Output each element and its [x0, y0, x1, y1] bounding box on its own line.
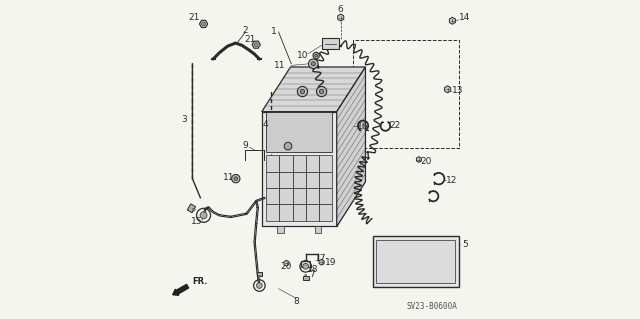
Text: 20: 20: [281, 262, 292, 271]
Polygon shape: [252, 41, 260, 48]
Text: 13: 13: [452, 86, 464, 95]
Polygon shape: [280, 155, 292, 172]
Polygon shape: [315, 226, 321, 233]
Text: 15: 15: [191, 217, 203, 226]
Text: SV23-B0600A: SV23-B0600A: [406, 302, 457, 311]
Text: 2: 2: [242, 26, 248, 35]
Polygon shape: [306, 155, 319, 172]
Text: 10: 10: [297, 51, 308, 60]
Circle shape: [254, 43, 258, 47]
Polygon shape: [188, 204, 196, 213]
Polygon shape: [266, 172, 280, 188]
Text: 1: 1: [271, 27, 276, 36]
Circle shape: [305, 274, 307, 277]
Text: 21: 21: [244, 35, 255, 44]
Text: 11: 11: [223, 173, 235, 182]
Text: 19: 19: [324, 258, 336, 267]
Text: 16: 16: [357, 122, 369, 130]
Text: 9: 9: [242, 141, 248, 150]
Polygon shape: [292, 155, 306, 172]
Polygon shape: [303, 276, 308, 280]
Text: 21: 21: [188, 13, 200, 22]
Text: 11: 11: [275, 61, 286, 70]
Polygon shape: [292, 172, 306, 188]
Text: 3: 3: [182, 115, 188, 124]
Polygon shape: [376, 240, 455, 283]
Text: 12: 12: [446, 176, 458, 185]
Polygon shape: [200, 20, 208, 27]
Circle shape: [284, 142, 292, 150]
Circle shape: [300, 89, 305, 94]
Polygon shape: [266, 188, 280, 204]
Text: 17: 17: [316, 254, 326, 263]
Circle shape: [232, 174, 240, 183]
Polygon shape: [266, 112, 332, 152]
Circle shape: [193, 208, 195, 211]
Circle shape: [202, 22, 205, 26]
FancyArrow shape: [173, 284, 189, 295]
Polygon shape: [372, 236, 459, 287]
Polygon shape: [284, 260, 289, 266]
Polygon shape: [449, 17, 456, 24]
Text: 4: 4: [262, 120, 268, 129]
Polygon shape: [319, 188, 332, 204]
Polygon shape: [277, 226, 284, 233]
Circle shape: [313, 52, 319, 59]
Polygon shape: [292, 188, 306, 204]
Circle shape: [298, 86, 308, 97]
Polygon shape: [306, 188, 319, 204]
Circle shape: [311, 62, 316, 66]
Polygon shape: [262, 112, 337, 226]
Polygon shape: [319, 204, 332, 221]
Polygon shape: [321, 38, 339, 49]
Text: 14: 14: [459, 13, 470, 22]
Text: 22: 22: [390, 121, 401, 130]
Polygon shape: [306, 204, 319, 221]
Polygon shape: [306, 172, 319, 188]
Polygon shape: [319, 172, 332, 188]
Text: 20: 20: [420, 157, 432, 166]
Circle shape: [257, 283, 262, 288]
Text: 6: 6: [338, 5, 344, 14]
Circle shape: [234, 177, 237, 181]
Polygon shape: [292, 204, 306, 221]
Text: FR.: FR.: [193, 277, 208, 286]
Polygon shape: [266, 204, 280, 221]
Polygon shape: [280, 204, 292, 221]
Circle shape: [303, 263, 308, 269]
Polygon shape: [338, 14, 344, 21]
Text: 8: 8: [293, 297, 299, 306]
Polygon shape: [319, 155, 332, 172]
Circle shape: [317, 86, 326, 97]
Circle shape: [259, 275, 260, 278]
Polygon shape: [262, 67, 365, 112]
Polygon shape: [319, 259, 324, 265]
Polygon shape: [257, 272, 262, 276]
Polygon shape: [337, 67, 365, 226]
Polygon shape: [280, 188, 292, 204]
Text: 5: 5: [462, 240, 468, 249]
Polygon shape: [445, 86, 451, 93]
Polygon shape: [417, 157, 421, 162]
Circle shape: [200, 212, 207, 219]
Circle shape: [308, 59, 318, 69]
Text: 18: 18: [307, 265, 319, 274]
Text: 7: 7: [309, 270, 315, 279]
Polygon shape: [266, 155, 280, 172]
Circle shape: [319, 89, 324, 94]
Polygon shape: [301, 261, 310, 267]
Polygon shape: [280, 172, 292, 188]
Circle shape: [315, 54, 317, 57]
